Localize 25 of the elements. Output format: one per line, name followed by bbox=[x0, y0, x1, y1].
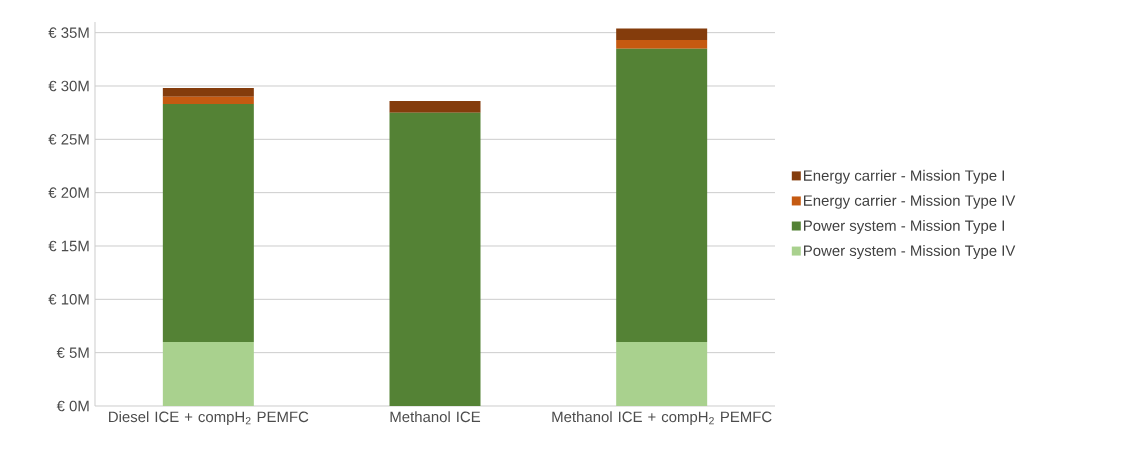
y-tick-label: € 25M bbox=[48, 134, 89, 145]
y-tick-label: € 10M bbox=[48, 294, 89, 305]
bar bbox=[616, 48, 708, 342]
bar bbox=[616, 341, 708, 406]
y-tick-label: € 20M bbox=[48, 187, 89, 198]
x-tick-label: Methanol ICE + compH$_{2}$ PEMFC bbox=[552, 411, 772, 426]
y-tick-label: € 30M bbox=[48, 80, 89, 92]
legend-label: Energy carrier - Mission Type I bbox=[804, 169, 1004, 184]
legend-label: Power system - Mission Type I bbox=[804, 219, 1004, 234]
bar bbox=[389, 112, 481, 406]
legend-label: Power system - Mission Type IV bbox=[804, 245, 1016, 259]
bar bbox=[616, 40, 708, 49]
y-tick-label: € 15M bbox=[48, 240, 89, 252]
y-tick-label: € 35M bbox=[48, 27, 89, 38]
x-tick-label: Methanol ICE bbox=[390, 411, 481, 423]
bar bbox=[616, 28, 708, 41]
bar bbox=[162, 104, 254, 342]
bar bbox=[162, 88, 254, 97]
x-tick-label: Diesel ICE + compH$_{2}$ PEMFC bbox=[109, 411, 309, 426]
bar bbox=[162, 96, 254, 105]
bar bbox=[162, 341, 254, 406]
legend-label: Energy carrier - Mission Type IV bbox=[804, 194, 1016, 209]
y-tick-label: € 5M bbox=[56, 347, 89, 358]
bar bbox=[389, 100, 481, 113]
y-tick-label: € 0M bbox=[56, 400, 89, 412]
